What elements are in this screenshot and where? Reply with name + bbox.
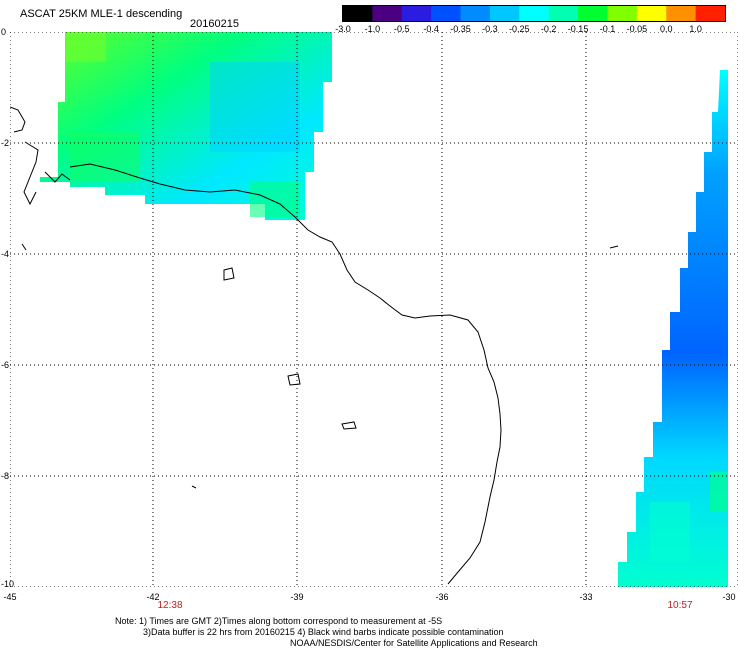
color-scale-label: -0.05	[626, 24, 648, 34]
color-scale-label: -1.0	[364, 24, 381, 34]
color-scale-segment	[636, 6, 667, 21]
color-scale-segment	[460, 6, 491, 21]
graticule	[10, 32, 738, 587]
lat-label-6: -6	[1, 360, 10, 370]
color-scale-segment	[548, 6, 579, 21]
color-scale-label: -0.1	[599, 24, 616, 34]
lon-label-45: -45	[3, 592, 17, 602]
lon-label-39: -39	[290, 592, 304, 602]
lat-label-4: -4	[1, 249, 10, 259]
color-scale-label: -0.5	[394, 24, 410, 34]
color-scale-label: -0.2	[540, 24, 557, 34]
pass-time-west: 12:38	[157, 600, 183, 611]
lon-label-30: -30	[722, 592, 736, 602]
color-scale-segment	[666, 6, 697, 21]
lon-label-33: -33	[579, 592, 593, 602]
map-date: 20160215	[190, 18, 239, 30]
note-line-2: 3)Data buffer is 22 hrs from 20160215 4)…	[143, 627, 504, 637]
lat-label-2: -2	[1, 138, 10, 148]
lat-label-8: -8	[1, 471, 10, 481]
color-scale-segment	[519, 6, 550, 21]
map-title: ASCAT 25KM MLE-1 descending	[20, 8, 183, 20]
note-line-3: NOAA/NESDIS/Center for Satellite Applica…	[290, 638, 538, 648]
color-scale-segment	[343, 6, 373, 21]
note-line-1: Note: 1) Times are GMT 2)Times along bot…	[115, 616, 443, 626]
color-scale-segment	[578, 6, 608, 21]
islands	[10, 106, 619, 489]
east-swath	[618, 70, 728, 587]
color-scale-segment	[431, 6, 462, 21]
lon-label-36: -36	[435, 592, 449, 602]
color-scale-label: 1.0	[689, 24, 702, 34]
color-scale-label: -0.35	[450, 24, 471, 34]
wind-map	[10, 32, 738, 587]
lat-label-10: -10	[1, 579, 15, 589]
lon-label-42: -42	[146, 592, 160, 602]
pass-time-east: 10:57	[667, 600, 693, 611]
color-scale-segment	[401, 6, 432, 21]
color-scale-segment	[372, 6, 403, 21]
color-scale-segment	[489, 6, 520, 21]
color-scale-label: -0.3	[482, 24, 498, 34]
color-scale-segment	[695, 6, 725, 21]
color-scale-segment	[607, 6, 638, 21]
color-scale-label: -0.25	[509, 24, 530, 34]
coastline	[69, 163, 502, 585]
color-scale-label: -0.15	[567, 24, 589, 34]
color-scale-label: 0.0	[659, 24, 673, 34]
west-swath	[40, 32, 332, 220]
lat-label-0: 0	[1, 27, 7, 37]
color-scale-label: -3.0	[335, 24, 351, 34]
color-scale-bar	[342, 5, 726, 22]
color-scale-label: -0.4	[423, 24, 439, 34]
